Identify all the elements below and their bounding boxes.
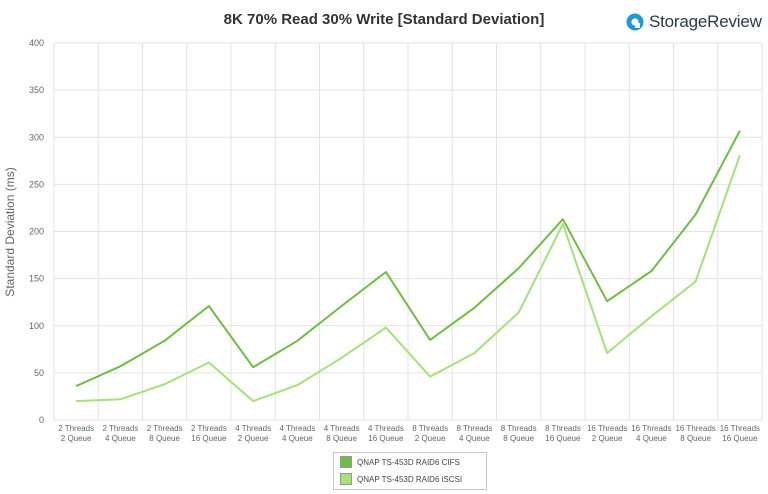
x-tick-label: 2 Threads 16 Queue xyxy=(191,424,227,443)
chart-title: 8K 70% Read 30% Write [Standard Deviatio… xyxy=(223,11,545,28)
line-chart: 0 50 100 150 200 250 300 350 400 2 Threads 2 Queu… xyxy=(3,38,763,443)
grid-lines xyxy=(53,42,763,421)
y-axis-ticks: 0 50 100 150 200 250 300 350 400 xyxy=(29,38,44,425)
y-tick-label: 0 xyxy=(39,415,44,425)
x-tick-label: 2 Threads 2 Queue xyxy=(58,424,94,443)
y-tick-label: 400 xyxy=(29,38,44,48)
x-tick-label: 8 Threads 8 Queue xyxy=(501,424,537,443)
y-tick-label: 300 xyxy=(29,132,44,142)
x-axis-ticks: 2 Threads 2 Queue 2 Threads 4 Queue 2 Thread… xyxy=(58,424,760,443)
x-tick-label: 16 Threads 8 Queue xyxy=(675,424,715,443)
storagereview-logo-icon xyxy=(626,13,644,31)
series-line-1 xyxy=(76,154,741,403)
series-line-0 xyxy=(75,130,741,388)
legend-swatch xyxy=(340,456,352,468)
y-tick-label: 200 xyxy=(29,227,44,237)
x-tick-label: 16 Threads 4 Queue xyxy=(631,424,671,443)
brand-name: StorageReview xyxy=(649,12,762,31)
x-tick-label: 8 Threads 2 Queue xyxy=(412,424,448,443)
x-tick-label: 4 Threads 16 Queue xyxy=(368,424,404,443)
legend-label: QNAP TS-453D RAID6 CIFS xyxy=(357,457,460,467)
x-tick-label: 2 Threads 8 Queue xyxy=(147,424,183,443)
brand-logo: StorageReview xyxy=(626,11,762,33)
y-tick-label: 150 xyxy=(29,274,44,284)
legend-item: QNAP TS-453D RAID6 iSCSI xyxy=(334,471,486,487)
legend-item: QNAP TS-453D RAID6 CIFS xyxy=(334,454,486,470)
x-tick-label: 4 Threads 8 Queue xyxy=(324,424,360,443)
x-tick-label: 16 Threads 2 Queue xyxy=(587,424,627,443)
x-tick-label: 2 Threads 4 Queue xyxy=(102,424,138,443)
y-tick-label: 100 xyxy=(29,321,44,331)
x-tick-label: 8 Threads 4 Queue xyxy=(456,424,492,443)
x-tick-label: 8 Threads 16 Queue xyxy=(545,424,581,443)
series-lines xyxy=(75,130,741,403)
legend-swatch xyxy=(340,473,352,485)
legend: QNAP TS-453D RAID6 CIFS QNAP TS-453D RAI… xyxy=(333,452,487,490)
x-tick-label: 4 Threads 2 Queue xyxy=(235,424,271,443)
y-tick-label: 250 xyxy=(29,179,44,189)
x-tick-label: 16 Threads 16 Queue xyxy=(720,424,760,443)
legend-label: QNAP TS-453D RAID6 iSCSI xyxy=(357,474,463,484)
y-tick-label: 350 xyxy=(29,85,44,95)
x-tick-label: 4 Threads 4 Queue xyxy=(279,424,315,443)
y-axis-label: Standard Deviation (ms) xyxy=(3,167,17,296)
y-tick-label: 50 xyxy=(34,368,44,378)
